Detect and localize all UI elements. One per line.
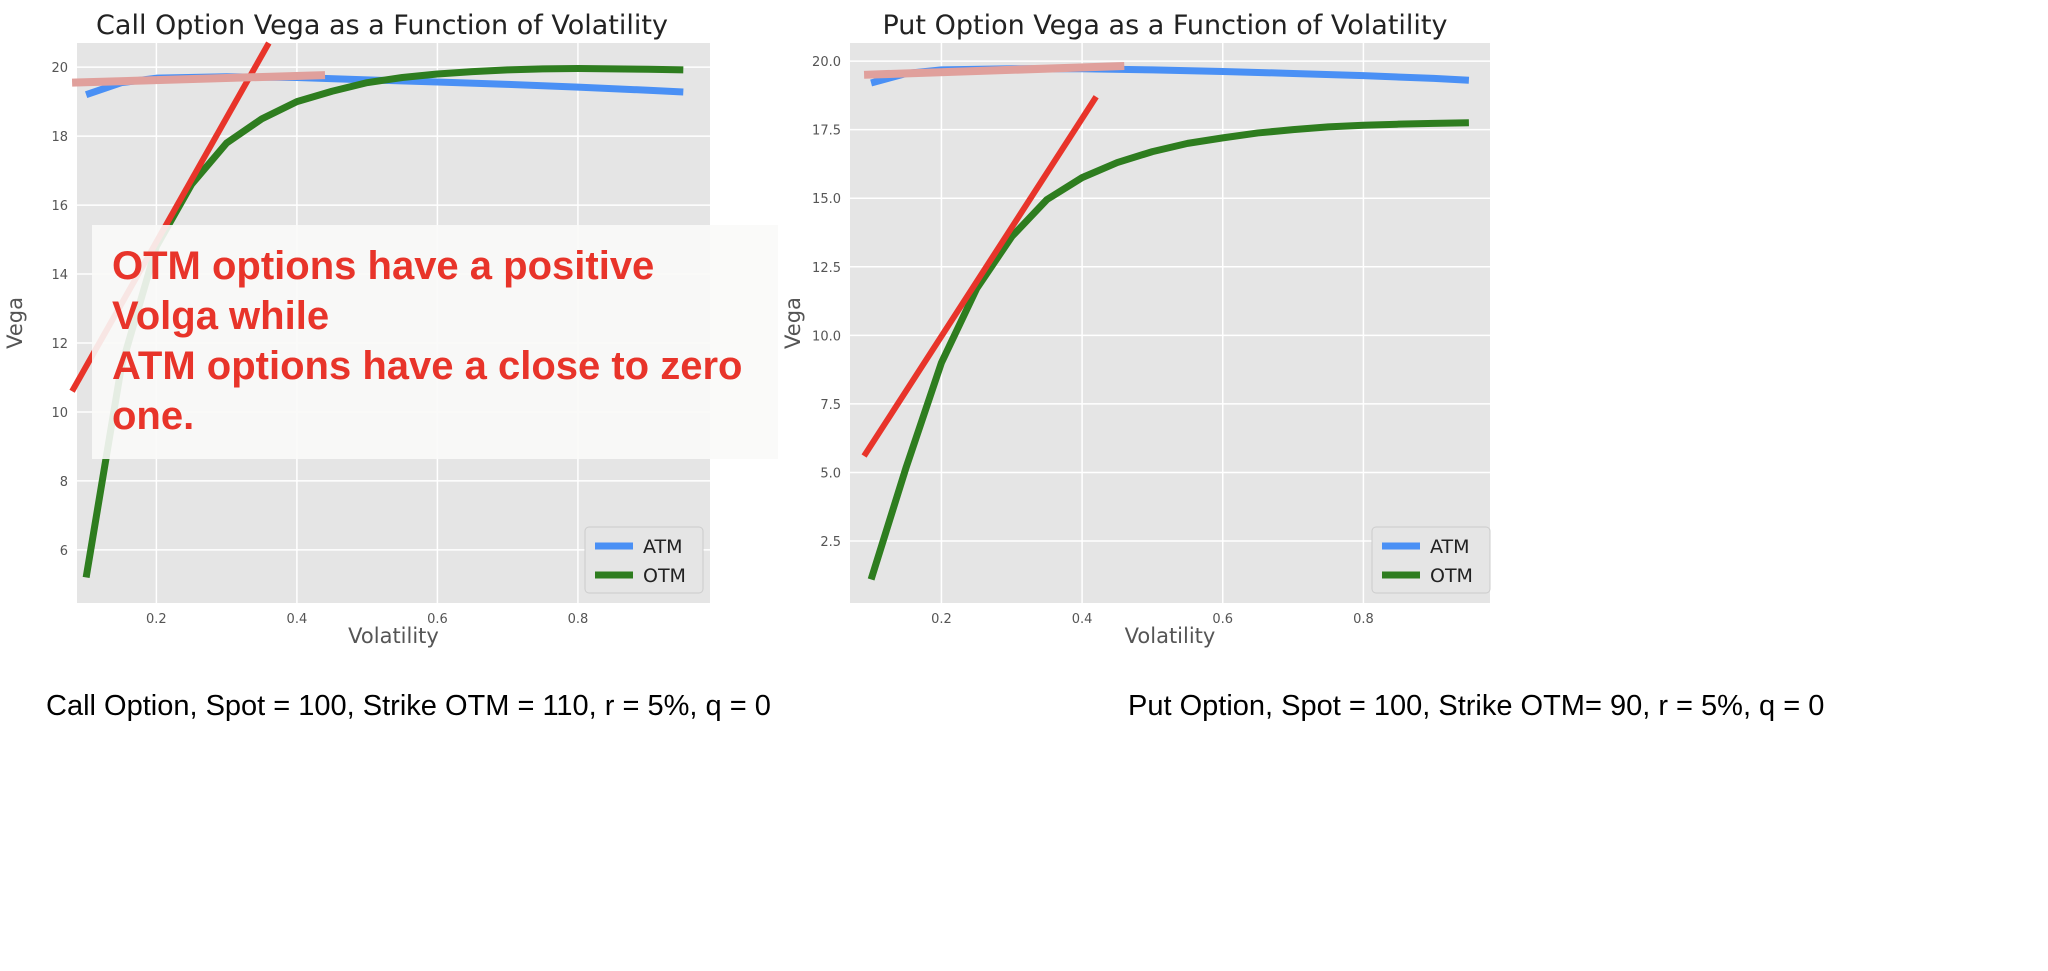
y-tick-label: 7.5	[820, 398, 841, 413]
x-tick-label: 0.2	[931, 612, 952, 627]
y-tick-label: 12.5	[812, 261, 841, 276]
x-tick-label: 0.6	[427, 612, 448, 627]
y-tick-label: 16	[51, 199, 68, 214]
tangent-atm-line	[863, 62, 1125, 79]
x-tick-label: 0.6	[1212, 612, 1233, 627]
y-tick-label: 12	[51, 337, 68, 352]
y-tick-label: 2.5	[820, 535, 841, 550]
y-tick-label: 20.0	[812, 55, 841, 70]
y-tick-label: 14	[51, 268, 68, 283]
y-tick-label: 18	[51, 130, 68, 145]
annotation-box: OTM options have a positive Volga while …	[92, 225, 778, 459]
legend-label-atm: ATM	[643, 536, 683, 558]
series-line-otm	[867, 119, 1469, 581]
y-tick-label: 15.0	[812, 192, 841, 207]
annotation-line-2: ATM options have a close to zero one.	[112, 344, 743, 438]
legend-label-otm: OTM	[1430, 565, 1473, 587]
caption-left: Call Option, Spot = 100, Strike OTM = 11…	[46, 690, 771, 722]
y-tick-label: 17.5	[812, 124, 841, 139]
chart-title: Put Option Vega as a Function of Volatil…	[883, 10, 1448, 41]
legend-label-otm: OTM	[643, 565, 686, 587]
y-tick-label: 20	[51, 61, 68, 76]
y-tick-label: 5.0	[820, 466, 841, 481]
x-tick-label: 0.4	[287, 612, 308, 627]
y-tick-label: 10	[51, 406, 68, 421]
legend: ATM OTM	[1371, 526, 1491, 594]
x-axis-label: Volatility	[348, 624, 439, 648]
tangent-atm-line	[71, 71, 326, 87]
x-tick-label: 0.8	[568, 612, 589, 627]
y-axis-label: Vega	[781, 297, 805, 349]
x-tick-label: 0.4	[1072, 612, 1093, 627]
chart-put: Put Option Vega as a Function of Volatil…	[781, 10, 1491, 648]
y-tick-label: 10.0	[812, 329, 841, 344]
y-tick-label: 8	[60, 475, 68, 490]
tangent-otm-line	[861, 95, 1099, 458]
y-axis-label: Vega	[3, 297, 27, 349]
x-axis-label: Volatility	[1125, 624, 1216, 648]
x-tick-label: 0.2	[146, 612, 167, 627]
x-tick-label: 0.8	[1353, 612, 1374, 627]
chart-title: Call Option Vega as a Function of Volati…	[96, 10, 668, 41]
legend: ATM OTM	[584, 526, 704, 594]
y-tick-label: 6	[60, 544, 68, 559]
caption-right: Put Option, Spot = 100, Strike OTM= 90, …	[1128, 690, 1825, 722]
legend-label-atm: ATM	[1430, 536, 1470, 558]
annotation-line-1: OTM options have a positive Volga while	[112, 244, 655, 338]
